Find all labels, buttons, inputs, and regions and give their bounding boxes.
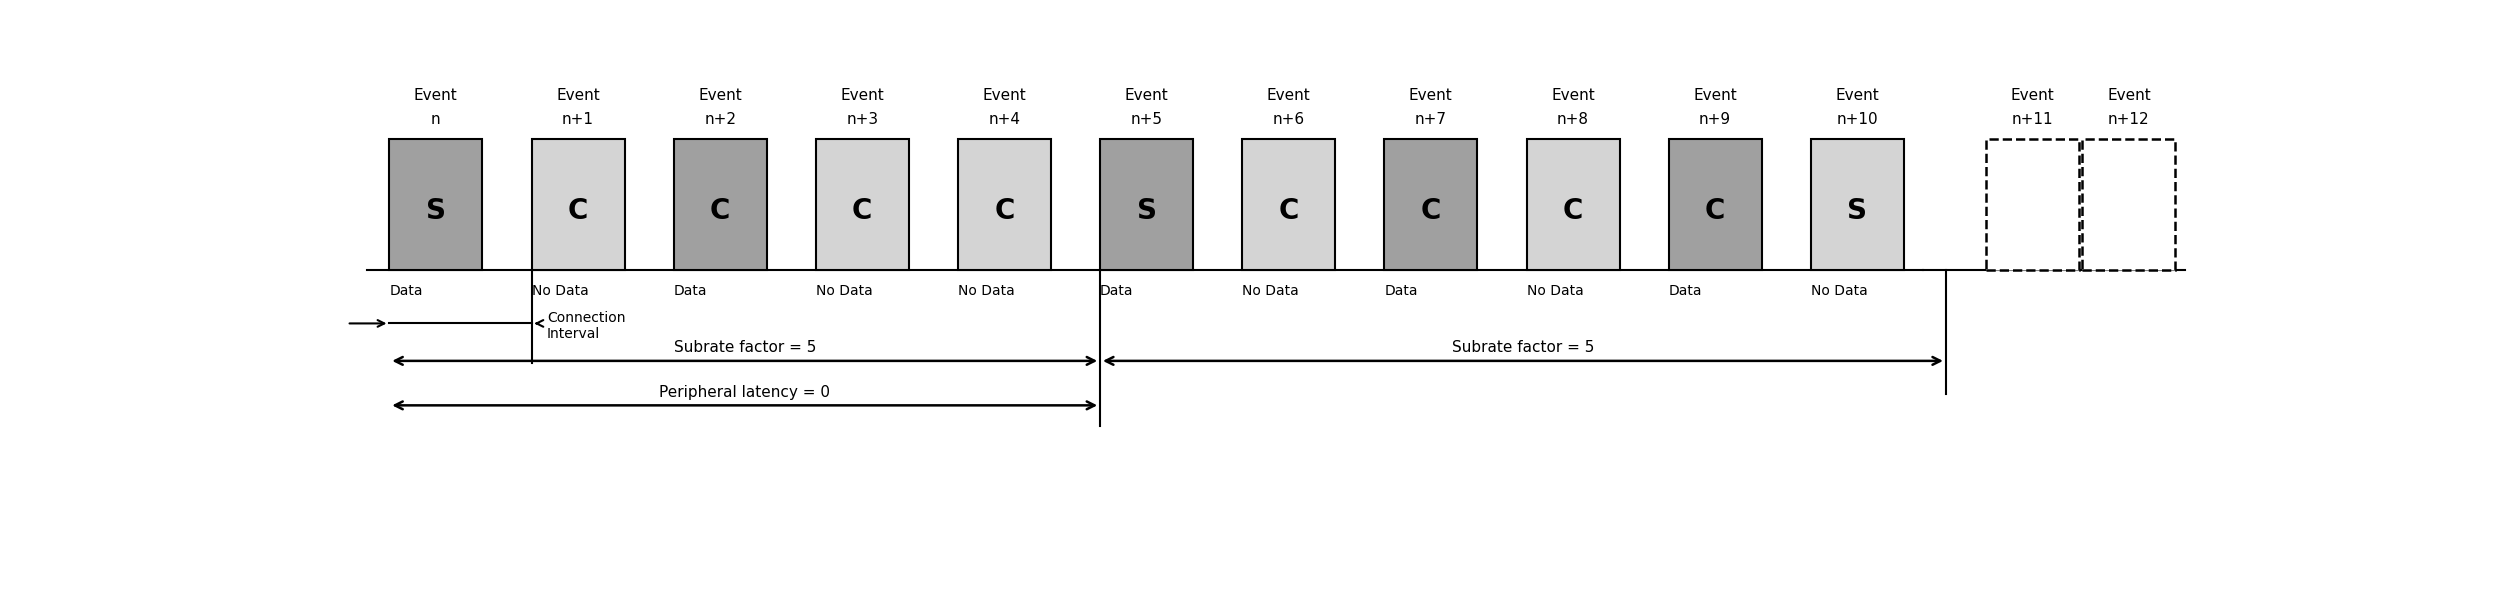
- Text: No Data: No Data: [1810, 284, 1868, 298]
- Text: S: S: [425, 196, 445, 224]
- Text: C: C: [568, 196, 588, 224]
- Text: n+1: n+1: [562, 112, 595, 127]
- Text: C: C: [1420, 196, 1440, 224]
- Text: S: S: [1848, 196, 1868, 224]
- Text: Data: Data: [1100, 284, 1132, 298]
- Text: n+5: n+5: [1130, 112, 1162, 127]
- Text: n+4: n+4: [988, 112, 1020, 127]
- Bar: [1810, 139, 1905, 269]
- Text: Event: Event: [1268, 88, 1310, 103]
- Text: No Data: No Data: [1242, 284, 1300, 298]
- Text: Event: Event: [1410, 88, 1452, 103]
- Text: Event: Event: [1125, 88, 1168, 103]
- Text: No Data: No Data: [815, 284, 872, 298]
- Text: S: S: [1138, 196, 1158, 224]
- Text: Data: Data: [1385, 284, 1418, 298]
- Text: Event: Event: [415, 88, 458, 103]
- Text: n+6: n+6: [1272, 112, 1305, 127]
- Bar: [1385, 139, 1478, 269]
- Text: Data: Data: [390, 284, 422, 298]
- Text: Data: Data: [1668, 284, 1702, 298]
- Text: Event: Event: [2108, 88, 2150, 103]
- Bar: [1100, 139, 1192, 269]
- Text: Subrate factor = 5: Subrate factor = 5: [1452, 340, 1595, 355]
- Bar: [1668, 139, 1762, 269]
- Text: Connection
Interval: Connection Interval: [548, 311, 625, 341]
- Text: n+2: n+2: [705, 112, 735, 127]
- Text: Event: Event: [2010, 88, 2055, 103]
- Bar: [532, 139, 625, 269]
- Text: Event: Event: [1550, 88, 1595, 103]
- Text: Event: Event: [1693, 88, 1738, 103]
- Text: n+9: n+9: [1700, 112, 1730, 127]
- Bar: [672, 139, 768, 269]
- Text: n: n: [430, 112, 440, 127]
- Bar: [815, 139, 910, 269]
- Text: n+10: n+10: [1838, 112, 1878, 127]
- Text: n+12: n+12: [2108, 112, 2150, 127]
- Text: n+7: n+7: [1415, 112, 1447, 127]
- Bar: [1242, 139, 1335, 269]
- Text: C: C: [710, 196, 730, 224]
- Text: C: C: [1278, 196, 1300, 224]
- Text: Event: Event: [840, 88, 885, 103]
- Text: C: C: [995, 196, 1015, 224]
- Text: Subrate factor = 5: Subrate factor = 5: [672, 340, 815, 355]
- Bar: [1985, 139, 2078, 269]
- Text: C: C: [1705, 196, 1725, 224]
- Text: No Data: No Data: [1528, 284, 1582, 298]
- Text: C: C: [1562, 196, 1582, 224]
- Bar: [2082, 139, 2175, 269]
- Text: C: C: [853, 196, 872, 224]
- Text: n+3: n+3: [845, 112, 877, 127]
- Text: No Data: No Data: [958, 284, 1015, 298]
- Text: Data: Data: [672, 284, 707, 298]
- Text: No Data: No Data: [532, 284, 588, 298]
- Text: Event: Event: [555, 88, 600, 103]
- Text: Peripheral latency = 0: Peripheral latency = 0: [660, 385, 830, 399]
- Bar: [390, 139, 482, 269]
- Text: n+8: n+8: [1558, 112, 1590, 127]
- Text: Event: Event: [1835, 88, 1880, 103]
- Text: Event: Event: [698, 88, 742, 103]
- Text: Event: Event: [982, 88, 1028, 103]
- Bar: [1528, 139, 1620, 269]
- Bar: [958, 139, 1050, 269]
- Text: n+11: n+11: [2010, 112, 2052, 127]
